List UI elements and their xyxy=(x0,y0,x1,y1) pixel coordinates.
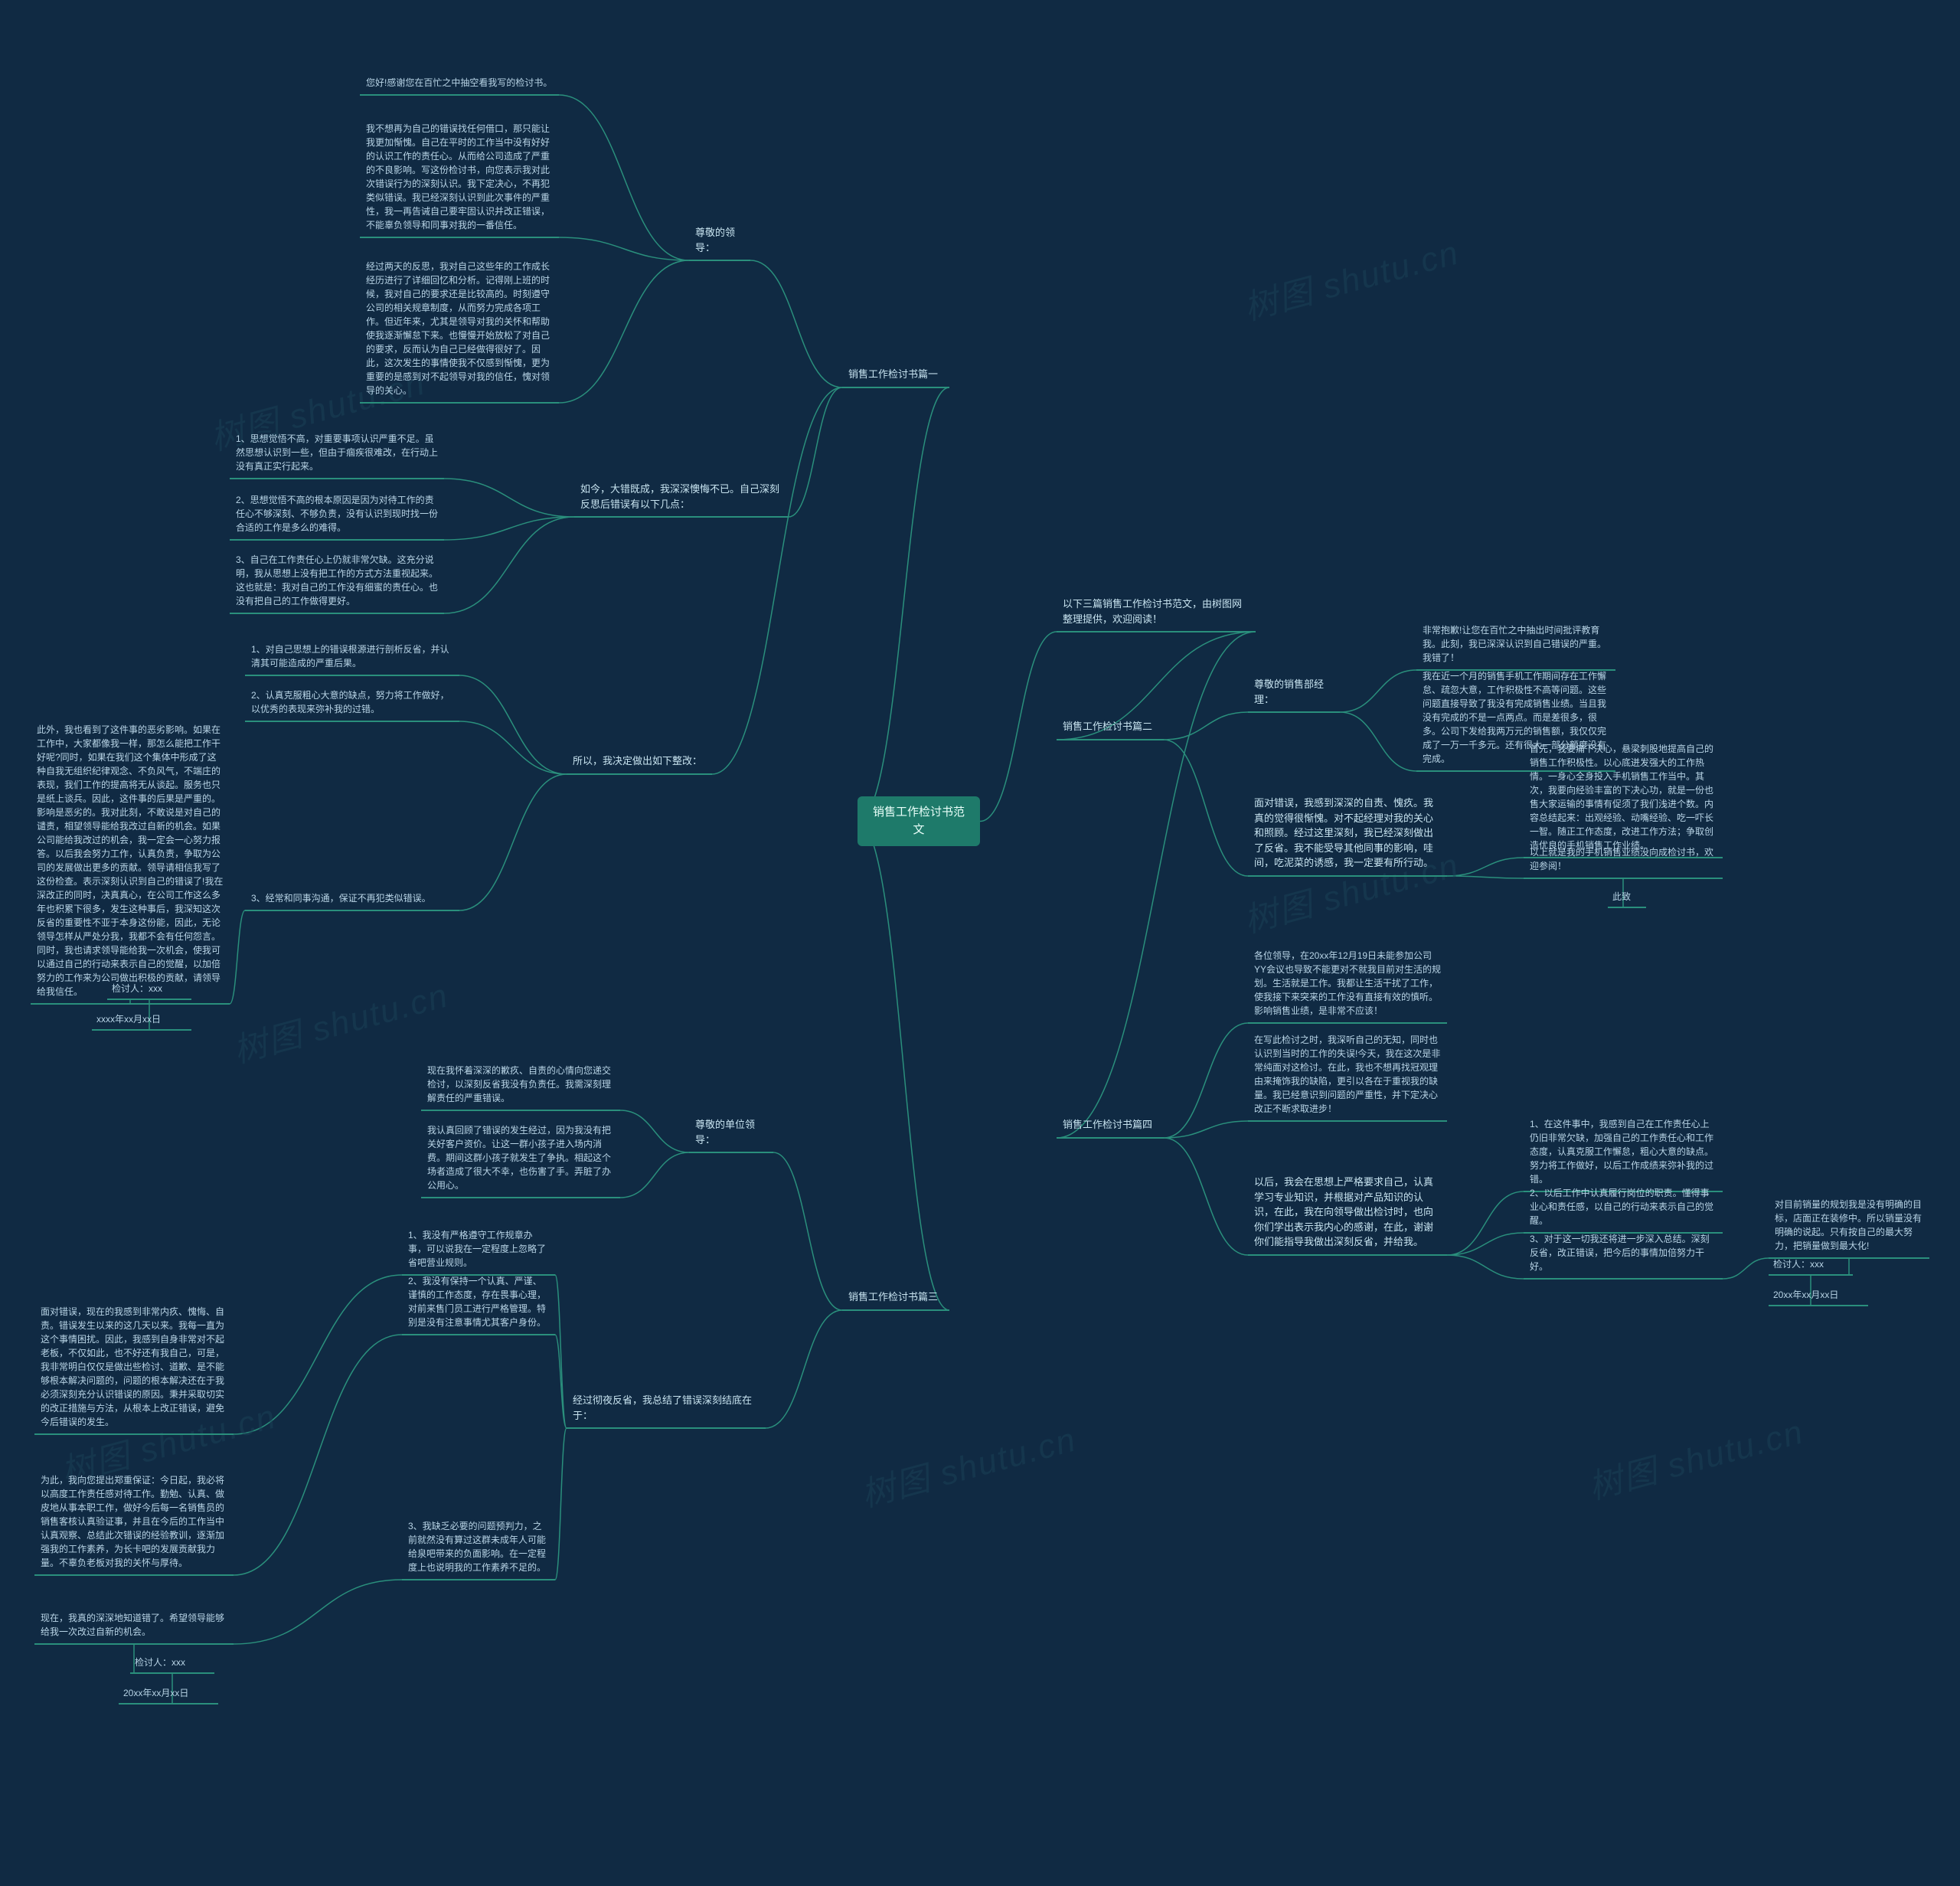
node-p4_c3_a: 对目前销量的规划我是没有明确的目标，店面正在装修中。所以销量没有明确的说起。只有… xyxy=(1769,1195,1929,1259)
mindmap-stage: 树图 shutu.cn 树图 shutu.cn 树图 shutu.cn 树图 shut… xyxy=(0,0,1960,1886)
node-p1: 销售工作检讨书篇一 xyxy=(842,364,949,388)
edge-p1-p1_l3 xyxy=(712,387,842,774)
edge-p4_c3-p4_c3_a xyxy=(1723,1258,1769,1279)
edge-p2_l2-p2_l2_b xyxy=(1447,876,1524,878)
node-p4_c1: 1、在这件事中，我感到自己在工作责任心上仍旧非常欠缺，加强自己的工作责任心和工作… xyxy=(1524,1114,1723,1192)
edge-p4_c-p4_c3 xyxy=(1447,1255,1524,1279)
node-p1_l2_b: 2、思想觉悟不高的根本原因是因为对待工作的责任心不够深刻、不够负责，没有认识到现… xyxy=(230,490,444,541)
node-p3_l1_b: 我认真回顾了错误的发生经过，因为我没有把关好客户资价。让这一群小孩子进入场内消费… xyxy=(421,1120,620,1198)
watermark: 树图 shutu.cn xyxy=(227,968,453,1073)
node-p4_c2: 2、以后工作中认真履行岗位的职责。懂得事业心和责任感，以自己的行动来表示自己的觉… xyxy=(1524,1183,1723,1234)
watermark: 树图 shutu.cn xyxy=(1583,1404,1808,1509)
edge-p1_l3-p1_l3_c xyxy=(459,774,567,910)
node-p2_l1: 尊敬的销售部经理： xyxy=(1248,674,1340,713)
edge-p2_l1-p2_l1_b xyxy=(1340,712,1416,771)
node-p1_l1_b: 我不想再为自己的错误找任何借口，那只能让我更加惭愧。自己在平时的工作当中没有好好… xyxy=(360,119,559,238)
edge-p1_l2-p1_l2_c xyxy=(444,517,574,613)
edge-p1-p1_l1 xyxy=(750,260,842,387)
node-p1_l3: 所以，我决定做出如下整改： xyxy=(567,750,712,775)
node-p3_l1: 尊敬的单位领导： xyxy=(689,1114,773,1153)
node-p2_l2_a: 首先，我要痛下决心，悬梁刺股地提高自己的销售工作积极性。以心底迸发强大的工作热情… xyxy=(1524,739,1723,858)
node-p3_l2_b: 2、我没有保持一个认真、严谨、谨慎的工作态度，存在畏事心理，对前来售门员工进行严… xyxy=(402,1271,555,1335)
node-p3_l2_c_ext3: 20xx年xx月xx日 xyxy=(119,1685,218,1705)
edge-p2_l2-p2_l2_a xyxy=(1447,858,1524,876)
node-p3_l2_a: 1、我没有严格遵守工作规章办事，可以说我在一定程度上忽略了省吧营业规则。 xyxy=(402,1225,555,1276)
edge-p3_l2_b-p3_l2_b_ext xyxy=(234,1335,402,1575)
watermark: 树图 shutu.cn xyxy=(1238,225,1464,330)
edge-p4-p4_c xyxy=(1164,1138,1248,1255)
edge-intro-p4 xyxy=(1057,632,1256,1138)
node-p3_l2_b_ext: 为此，我向您提出郑重保证：今日起，我必将以高度工作责任感对待工作。勤勉、认真、做… xyxy=(34,1470,234,1576)
node-p1_l3_a: 1、对自己思想上的错误根源进行剖析反省，并认清其可能造成的严重后果。 xyxy=(245,639,459,676)
node-p1_l1_c: 经过两天的反思，我对自己这些年的工作成长经历进行了详细回忆和分析。记得刚上班的时… xyxy=(360,257,559,404)
node-p4_c3: 3、对于这一切我还将进一步深入总结。深刻反省，改正错误，把今后的事情加倍努力干好… xyxy=(1524,1229,1723,1280)
edge-p3_l1-p3_l1_b xyxy=(620,1152,689,1198)
node-p2_l2_c: 此致 xyxy=(1608,888,1646,908)
watermark: 树图 shutu.cn xyxy=(855,1412,1081,1517)
edge-p4_c-p4_c2 xyxy=(1447,1233,1524,1255)
edge-p3_l2-p3_l2_a xyxy=(555,1275,567,1428)
edge-p3_l1-p3_l1_a xyxy=(620,1110,689,1152)
edge-root-p3 xyxy=(858,822,949,1311)
node-p4_a: 各位领导，在20xx年12月19日未能参加公司YY会议也导致不能更对不就我目前对… xyxy=(1248,946,1447,1024)
edge-p3_l2_c-p3_l2_c_ext1 xyxy=(234,1580,402,1644)
edge-p2-p2_l1 xyxy=(1164,712,1248,740)
node-p1_l1: 尊敬的领导： xyxy=(689,222,750,261)
node-p3_l2_c_ext2: 检讨人：xxx xyxy=(130,1654,214,1674)
node-p1_l1_a: 您好!感谢您在百忙之中抽空看我写的检讨书。 xyxy=(360,73,559,96)
edge-p3-p3_l2 xyxy=(766,1310,842,1428)
node-p3_l1_a: 现在我怀着深深的歉疚、自责的心情向您递交检讨，以深刻反省我没有负责任。我需深刻理… xyxy=(421,1061,620,1111)
node-p2_l1_a: 非常抱歉!让您在百忙之中抽出时间批评教育我。此刻，我已深深认识到自己错误的严重。… xyxy=(1416,620,1615,671)
edge-p1_l2-p1_l2_b xyxy=(444,517,574,540)
edge-p1-p1_l2 xyxy=(789,387,842,517)
node-p4_b: 在写此检讨之时，我深听自己的无知，同时也认识到当时的工作的失误!今天，我在这次是… xyxy=(1248,1030,1447,1122)
node-root: 销售工作检讨书范文 xyxy=(858,796,980,846)
node-p1_l3_b: 2、认真克服粗心大意的缺点，努力将工作做好，以优秀的表现来弥补我的过错。 xyxy=(245,685,459,722)
edges-layer xyxy=(0,0,1960,1886)
edge-root-p1 xyxy=(858,387,949,822)
edge-p1_l3-p1_l3_b xyxy=(459,721,567,774)
node-p1_l3_c: 3、经常和同事沟通，保证不再犯类似错误。 xyxy=(245,888,459,911)
edge-p4-p4_b xyxy=(1164,1121,1248,1138)
node-p3_l2_a_ext: 面对错误，现在的我感到非常内疚、愧悔、自责。错误发生以来的这几天以来。我每一直为… xyxy=(34,1302,234,1435)
node-p2_l2: 面对错误，我感到深深的自责、愧疚。我真的觉得很惭愧。对不起经理对我的关心和照顾。… xyxy=(1248,793,1447,877)
node-p2_l2_b: 以上就是我的手机销售业绩没向成检讨书，欢迎参阅！ xyxy=(1524,842,1723,879)
node-p1_sig2: xxxx年xx月xx日 xyxy=(92,1011,191,1031)
edge-p2_l1-p2_l1_a xyxy=(1340,670,1416,712)
node-p1_l3_c_ext: 此外，我也看到了这件事的恶劣影响。如果在工作中，大家都像我一样，那怎么能把工作干… xyxy=(31,720,230,1005)
node-p3_l2: 经过彻夜反省，我总结了错误深刻结底在于： xyxy=(567,1390,766,1429)
edge-p1_l1-p1_l1_b xyxy=(559,237,689,260)
edge-p3_l2_a-p3_l2_a_ext xyxy=(234,1275,402,1434)
node-p1_sig1: 检讨人：xxx xyxy=(107,980,191,1000)
edge-root-intro xyxy=(980,632,1057,822)
edge-p3-p3_l1 xyxy=(773,1152,842,1310)
node-p3_l2_c_ext1: 现在，我真的深深地知道错了。希望领导能够给我一次改过自新的机会。 xyxy=(34,1608,234,1645)
edge-p1_l3_c-p1_l3_c_ext xyxy=(230,910,245,1004)
node-p2: 销售工作检讨书篇二 xyxy=(1057,716,1164,740)
node-p1_l2_c: 3、自己在工作责任心上仍就非常欠缺。这充分说明，我从思想上没有把工作的方式方法重… xyxy=(230,550,444,614)
node-p1_l2: 如今，大错既成，我深深懊悔不已。自己深刻反思后错误有以下几点： xyxy=(574,479,789,518)
node-p4_c: 以后，我会在思想上严格要求自己，认真学习专业知识，并根据对产品知识的认识，在此，… xyxy=(1248,1172,1447,1256)
edge-p1_l1-p1_l1_c xyxy=(559,260,689,403)
edge-p1_l1-p1_l1_a xyxy=(559,95,689,260)
edge-p2-p2_l2 xyxy=(1164,740,1248,876)
edge-p1_l3-p1_l3_a xyxy=(459,675,567,774)
edge-p4-p4_a xyxy=(1164,1023,1248,1138)
node-intro: 以下三篇销售工作检讨书范文，由树图网整理提供，欢迎阅读！ xyxy=(1057,593,1256,632)
node-p4_c3_b: 检讨人：xxx xyxy=(1769,1256,1853,1276)
edge-p1_l2-p1_l2_a xyxy=(444,479,574,517)
node-p4_c3_c: 20xx年xx月xx日 xyxy=(1769,1286,1868,1306)
node-p3: 销售工作检讨书篇三 xyxy=(842,1286,949,1311)
node-p3_l2_c: 3、我缺乏必要的问题预判力，之前就然没有算过这群未成年人可能给泉吧带来的负面影响… xyxy=(402,1516,555,1580)
node-p1_l2_a: 1、思想觉悟不高，对重要事项认识严重不足。虽然思想认识到一些，但由于痼疾很难改，… xyxy=(230,429,444,479)
node-p4: 销售工作检讨书篇四 xyxy=(1057,1114,1164,1139)
edge-p3_l2-p3_l2_b xyxy=(555,1335,567,1428)
edge-p4_c-p4_c1 xyxy=(1447,1191,1524,1255)
edge-p3_l2-p3_l2_c xyxy=(555,1428,567,1580)
